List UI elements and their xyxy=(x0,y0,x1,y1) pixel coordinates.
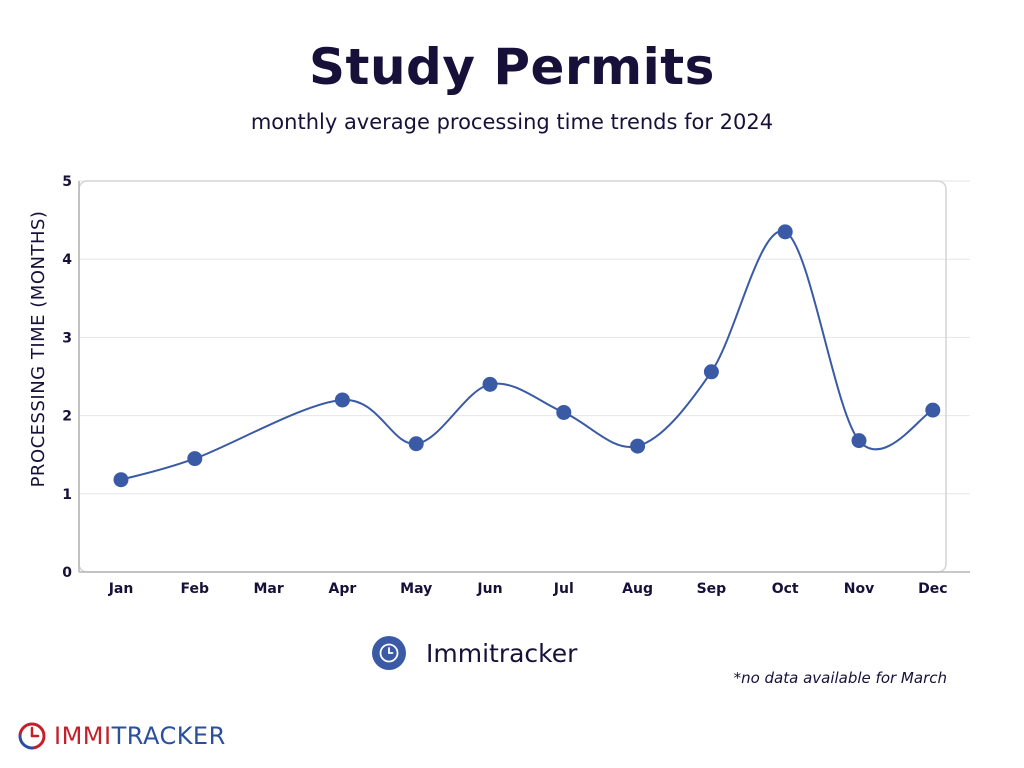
chart-subtitle: monthly average processing time trends f… xyxy=(250,110,774,134)
gridlines xyxy=(79,180,970,495)
logo-wordmark: IMMITRACKER xyxy=(54,722,226,750)
series-immitracker xyxy=(113,224,941,488)
y-tick-label: 5 xyxy=(62,174,72,190)
y-axis-label: PROCESSING TIME (MONTHS) xyxy=(28,211,49,488)
x-tick-label: Jun xyxy=(476,581,502,597)
legend-label: Immitracker xyxy=(426,638,578,668)
series-line xyxy=(120,230,934,481)
data-point xyxy=(703,364,719,380)
clock-icon xyxy=(372,636,406,670)
y-tick-label: 3 xyxy=(62,330,72,346)
data-point xyxy=(925,402,941,418)
footnote: *no data available for March xyxy=(733,669,947,687)
data-point xyxy=(777,224,793,240)
y-tick-label: 4 xyxy=(62,252,72,268)
x-tick-label: Jul xyxy=(553,581,574,597)
x-tick-label: Sep xyxy=(697,581,727,597)
x-tick-label: Dec xyxy=(918,581,947,597)
y-tick-label: 1 xyxy=(62,487,72,503)
plot-frame xyxy=(78,180,947,573)
x-tick-label: Mar xyxy=(253,581,283,597)
data-point xyxy=(851,433,867,449)
logo-text-tracker: TRACKER xyxy=(111,722,226,750)
x-tick-label: Nov xyxy=(844,581,874,597)
data-point xyxy=(482,376,498,392)
legend: Immitracker xyxy=(372,634,577,672)
y-tick-label: 2 xyxy=(62,409,72,425)
x-tick-label: Aug xyxy=(622,581,653,597)
x-tick-label: Apr xyxy=(329,581,357,597)
data-point xyxy=(630,438,646,454)
x-tick-label: Jan xyxy=(108,581,134,597)
data-point xyxy=(334,392,350,408)
x-tick-labels: Jan Feb Mar Apr May Jun Jul Aug Sep Oct Nov Dec xyxy=(108,581,948,597)
data-point xyxy=(113,472,129,488)
chart-title: Study Permits xyxy=(309,38,715,96)
immitracker-logo: IMMITRACKER xyxy=(14,718,226,754)
data-point xyxy=(556,404,572,420)
data-point xyxy=(408,436,424,452)
x-tick-label: May xyxy=(400,581,432,597)
logo-text-immi: IMMI xyxy=(54,722,112,750)
x-tick-label: Oct xyxy=(772,581,799,597)
y-tick-labels: 0 1 2 3 4 5 xyxy=(62,174,72,581)
x-tick-label: Feb xyxy=(181,581,210,597)
y-tick-label: 0 xyxy=(62,565,72,581)
data-point xyxy=(187,451,203,467)
logo-clock-icon xyxy=(18,722,46,750)
